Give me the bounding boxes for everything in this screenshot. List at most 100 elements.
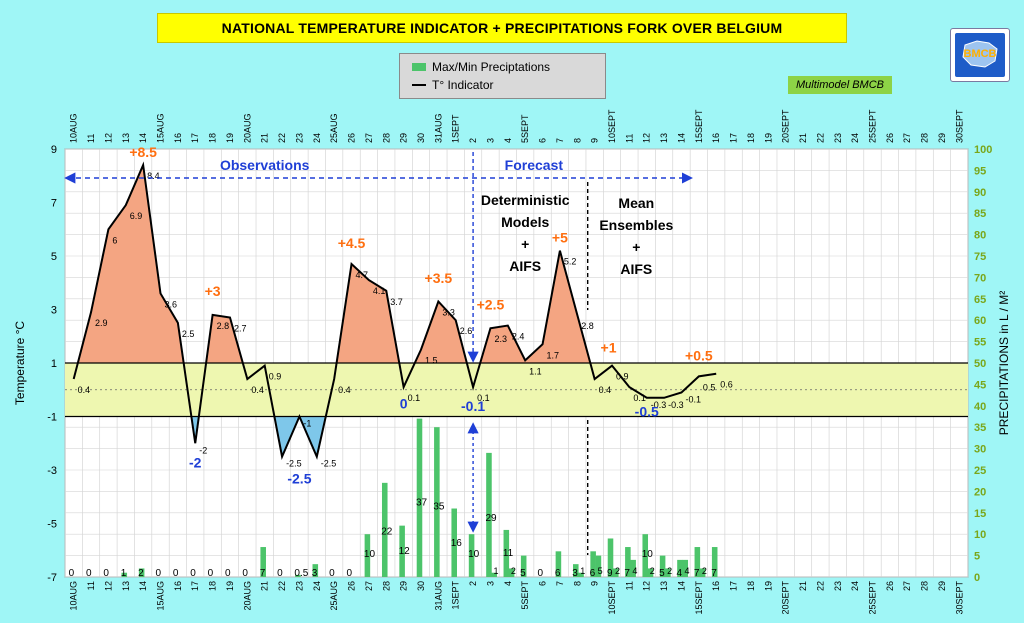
x-tick-label-bottom: 28 (381, 581, 391, 591)
legend: Max/Min Preciptations T° Indicator (399, 53, 606, 99)
y-tick-label: -7 (47, 572, 57, 584)
precip-data-label: 0 (103, 568, 109, 579)
x-tick-label-bottom: 26 (347, 581, 357, 591)
precip-data-label: 7 (694, 568, 700, 579)
precip-min-data-label: 2 (511, 566, 516, 576)
precip-data-label: 0 (225, 568, 231, 579)
temperature-data-label: 3.6 (165, 299, 178, 309)
precip-data-label: 3 (312, 568, 318, 579)
x-tick-label-bottom: 22 (277, 581, 287, 591)
anomaly-annotation: -0.1 (461, 398, 485, 414)
precip-max-bar (711, 547, 718, 577)
anomaly-annotation: +8.5 (129, 144, 157, 160)
y2-tick-label: 60 (974, 315, 986, 327)
temperature-data-label: 2.4 (512, 332, 525, 342)
precip-max-bar (295, 574, 301, 577)
temperature-data-label: 0.4 (251, 385, 264, 395)
x-tick-label-top: 14 (138, 133, 148, 143)
precip-max-bar (312, 564, 319, 577)
x-tick-label-bottom: 23 (294, 581, 304, 591)
logo-text: BMCB (964, 48, 997, 60)
anomaly-annotation: +2.5 (477, 297, 505, 313)
precip-data-label: 35 (433, 502, 445, 513)
y2-tick-label: 20 (974, 486, 986, 498)
y2-tick-label: 95 (974, 165, 986, 177)
x-tick-label-top: 6 (538, 138, 548, 143)
temperature-data-label: 0.6 (720, 380, 733, 390)
x-tick-label-bottom: 19 (763, 581, 773, 591)
temperature-data-label: 6 (112, 235, 117, 245)
y2-tick-label: 35 (974, 422, 986, 434)
x-tick-label-top: 27 (364, 133, 374, 143)
y2-tick-label: 100 (974, 144, 992, 156)
anomaly-annotation: -0.5 (635, 404, 659, 420)
ensembles-label: Ensembles (599, 217, 673, 233)
x-tick-label-bottom: 24 (850, 581, 860, 591)
x-tick-label-top: 19 (225, 133, 235, 143)
precip-data-label: 0.5 (294, 568, 308, 579)
y2-tick-label: 25 (974, 465, 986, 477)
precip-max-bar (503, 529, 510, 577)
temperature-data-label: 3.3 (442, 307, 455, 317)
precip-data-label: 7 (624, 568, 630, 579)
x-tick-label-top: 15SEPT (694, 109, 704, 143)
precip-min-bar (508, 568, 515, 577)
precip-min-data-label: 5 (598, 566, 603, 576)
temperature-data-label: -0.3 (668, 400, 684, 410)
y-tick-label: -1 (47, 412, 57, 424)
x-tick-label-top: 2 (468, 138, 478, 143)
temperature-data-label: 2.8 (581, 321, 594, 331)
x-tick-label-top: 29 (937, 133, 947, 143)
precip-data-label: 10 (642, 549, 654, 560)
x-tick-label-bottom: 19 (225, 581, 235, 591)
precip-max-bar (434, 427, 440, 577)
precip-data-label: 0 (329, 568, 335, 579)
temperature-data-label: 0.5 (703, 382, 716, 392)
x-tick-label-top: 14 (676, 133, 686, 143)
temperature-data-label: 2.7 (234, 324, 247, 334)
temperature-line (72, 161, 717, 461)
precip-min-bar (578, 572, 584, 577)
temperature-data-label: 5.2 (564, 257, 577, 267)
anomaly-annotation: +1 (601, 339, 617, 355)
x-tick-label-bottom: 14 (138, 581, 148, 591)
x-tick-label-top: 8 (572, 138, 582, 143)
x-tick-label-top: 15AUG (156, 113, 166, 143)
precip-min-data-label: 2 (702, 566, 707, 576)
bmcb-logo: BMCB (950, 28, 1010, 82)
x-tick-label-bottom: 27 (364, 581, 374, 591)
y2-axis-label: PRECIPITATIONS in L / M² (997, 291, 1011, 435)
y-tick-label: 9 (51, 144, 57, 156)
deterministic-label: AIFS (509, 258, 541, 274)
x-tick-label-bottom: 4 (503, 581, 513, 586)
precip-max-bar (555, 551, 562, 577)
x-tick-label-top: 25AUG (329, 113, 339, 143)
x-tick-label-top: 17 (729, 133, 739, 143)
x-tick-label-bottom: 1SEPT (451, 581, 461, 610)
temperature-data-label: -0.3 (651, 400, 667, 410)
temperature-data-label: 0.1 (408, 393, 421, 403)
temperature-data-label: 4.1 (373, 286, 386, 296)
temperature-data-label: 2.3 (494, 334, 507, 344)
precip-min-bar (699, 568, 706, 577)
temperature-data-label: 0.9 (616, 372, 629, 382)
precip-min-data-label: 4 (684, 566, 689, 576)
precip-data-label: 0 (347, 568, 353, 579)
temperature-data-label: -0.1 (685, 394, 701, 404)
legend-label-precip: Max/Min Preciptations (432, 60, 551, 74)
x-tick-label-top: 22 (815, 133, 825, 143)
precip-data-label: 5 (659, 568, 665, 579)
temperature-data-label: 0.4 (78, 385, 91, 395)
precip-min-bar (613, 568, 619, 577)
x-tick-label-bottom: 5SEPT (520, 581, 530, 610)
y2-tick-label: 80 (974, 230, 986, 242)
x-tick-label-bottom: 2 (468, 581, 478, 586)
y2-tick-label: 15 (974, 508, 986, 520)
x-tick-label-top: 30 (416, 133, 426, 143)
x-tick-label-bottom: 10SEPT (607, 581, 617, 615)
forecast-label: Forecast (505, 157, 564, 173)
y2-tick-label: 50 (974, 358, 986, 370)
x-tick-label-top: 26 (885, 133, 895, 143)
x-tick-label-top: 20SEPT (781, 109, 791, 143)
anomaly-annotation: +3 (205, 283, 221, 299)
